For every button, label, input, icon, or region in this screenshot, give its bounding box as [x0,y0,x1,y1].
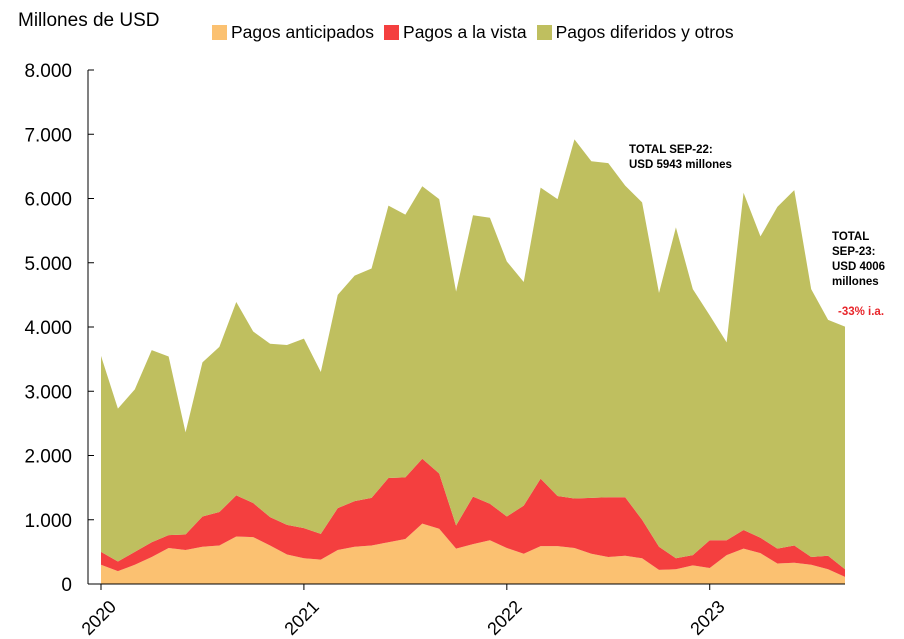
y-tick-label: 6.000 [24,190,72,211]
y-tick-label: 7.000 [24,125,72,146]
x-tick-label: 2022 [483,597,525,639]
annotation-total-sep-22: TOTAL SEP-22: USD 5943 millones [629,143,732,173]
legend-swatch-pagos-anticipados [212,25,227,40]
legend: Pagos anticipados Pagos a la vista Pagos… [212,22,744,43]
y-tick-label: 1.000 [24,511,72,532]
x-tick-label: 2021 [280,597,322,639]
annotation-line: USD 5943 millones [629,159,732,171]
legend-label-pagos-a-la-vista: Pagos a la vista [403,22,527,42]
area-pagos-diferidos-y-otros [101,139,845,570]
legend-item-pagos-a-la-vista: Pagos a la vista [384,22,527,43]
annotation-line: -33% i.a. [838,306,885,318]
legend-item-pagos-anticipados: Pagos anticipados [212,22,374,43]
y-tick-label: 2.000 [24,447,72,468]
area-pagos-anticipados [101,523,845,584]
y-tick-label: 3.000 [24,382,72,403]
annotation-yoy-change: -33% i.a. [838,306,884,318]
x-tick-label: 2020 [78,597,120,639]
legend-label-pagos-diferidos: Pagos diferidos y otros [555,22,734,42]
annotation-line: TOTAL SEP-22: [629,144,713,156]
legend-swatch-pagos-a-la-vista [384,25,400,40]
area-pagos-a-la-vista [101,458,845,577]
y-tick-label: 0 [61,575,72,596]
y-tick-label: 8.000 [24,61,72,82]
legend-label-pagos-anticipados: Pagos anticipados [231,22,375,42]
annotation-line: SEP-23: [832,246,876,258]
y-axis-title: Millones de USD [18,10,160,31]
legend-item-pagos-diferidos: Pagos diferidos y otros [536,22,734,43]
legend-swatch-pagos-diferidos [536,25,552,40]
area-series-group [101,139,845,584]
annotation-line: TOTAL [832,231,870,243]
annotation-line: millones [832,276,879,288]
x-tick-label: 2023 [686,597,728,639]
y-tick-label: 5.000 [24,254,72,275]
y-tick-label: 4.000 [24,318,72,339]
annotation-total-sep-23: TOTAL SEP-23: USD 4006 millones [832,230,885,290]
annotation-line: USD 4006 [832,261,886,273]
